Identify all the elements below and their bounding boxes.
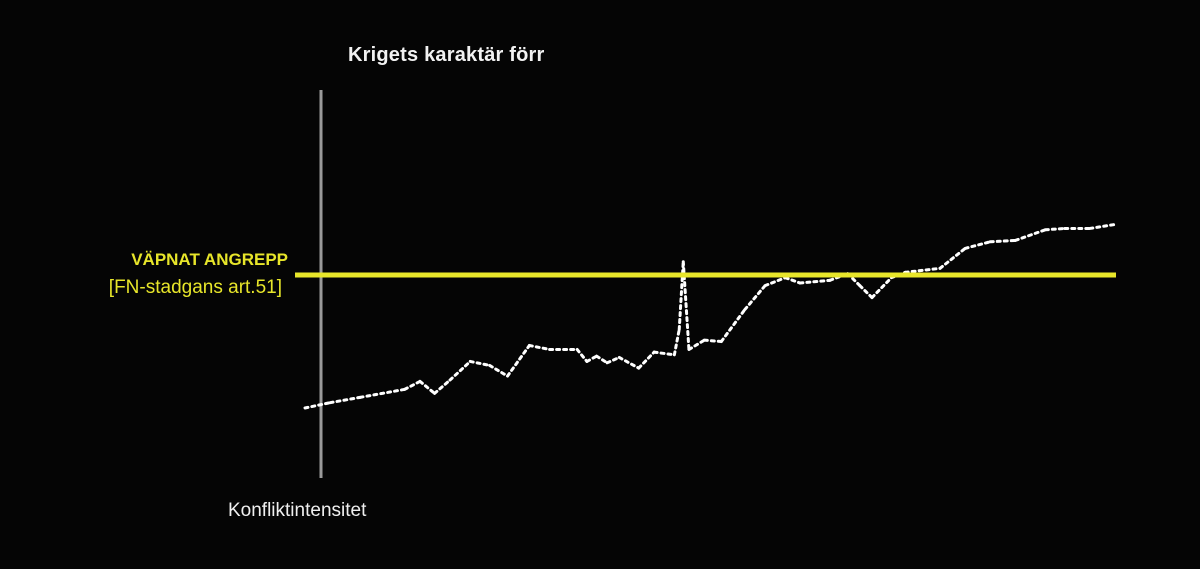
series-segment [358,387,407,399]
series-segment [433,378,452,395]
series-segment [798,278,832,285]
series-segment [1043,226,1067,232]
series-segment [783,276,802,285]
series-line [303,222,1117,410]
series-segment [1088,222,1117,230]
series-segment [903,266,942,274]
series-segment [1013,228,1047,242]
series-segment [988,238,1017,244]
series-segment [488,363,509,378]
series-segment [448,359,472,382]
series-segment [575,347,589,363]
series-segment [870,276,893,300]
series-segment [637,350,656,370]
series-segment [743,284,767,312]
series-segment [605,355,621,365]
series-segment [595,354,609,365]
chart-title: Krigets karaktär förr [348,44,545,66]
series-segment [672,328,681,357]
series-segment [702,338,723,343]
threshold-label: VÄPNAT ANGREPP [131,250,288,269]
series-segment [858,284,874,300]
series-segment [652,350,676,357]
series-segment [527,343,552,351]
series-segment [963,240,992,250]
series-segment [938,246,967,270]
series-segment [468,359,492,367]
series-segment [763,276,787,288]
threshold-sublabel: [FN-stadgans art.51] [108,277,282,298]
y-axis-label: Konfliktintensitet [228,500,367,521]
series-segment [585,354,599,363]
series-segment [328,395,362,405]
series-segment [418,379,437,395]
series-segment [303,401,332,410]
series-segment [506,343,531,378]
series-segment [719,308,747,343]
series-segment [617,355,641,370]
series-segment [687,338,706,351]
series-segment [403,379,422,391]
